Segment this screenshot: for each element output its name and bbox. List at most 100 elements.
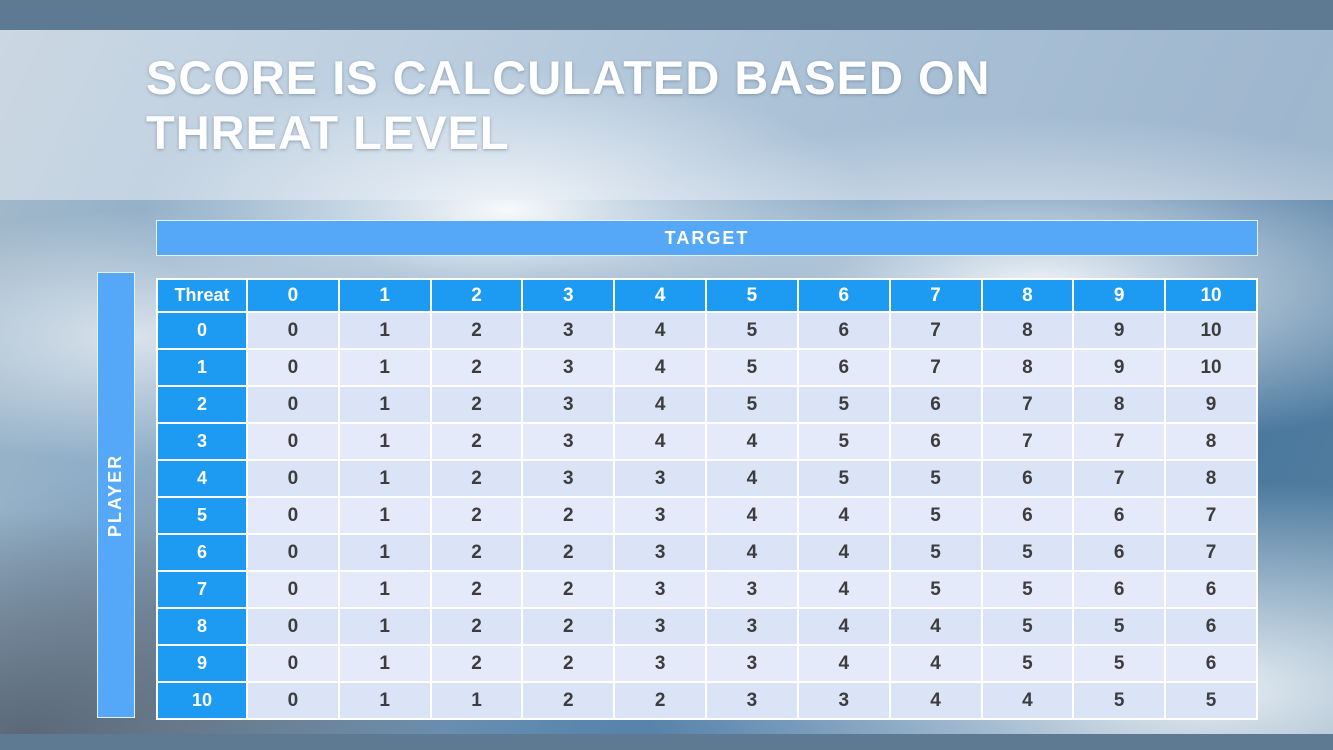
score-cell: 1 [429,681,524,720]
score-cell: 10 [1164,348,1258,387]
score-cell: 7 [1164,533,1258,572]
score-cell: 8 [1164,422,1258,461]
score-cell: 9 [1072,348,1167,387]
score-cell: 5 [796,385,891,424]
score-cell: 2 [429,422,524,461]
column-header: 3 [521,278,616,313]
row-header: 5 [156,496,248,535]
column-header: 4 [613,278,708,313]
score-cell: 4 [796,496,891,535]
score-cell: 2 [429,348,524,387]
score-cell: 0 [246,385,340,424]
score-cell: 8 [1072,385,1167,424]
score-cell: 9 [1072,311,1167,350]
score-cell: 3 [705,570,799,609]
score-cell: 4 [796,570,891,609]
score-cell: 3 [796,681,891,720]
score-cell: 5 [888,533,983,572]
score-cell: 5 [888,459,983,498]
score-cell: 3 [521,311,616,350]
score-cell: 9 [1164,385,1258,424]
score-cell: 2 [521,681,616,720]
score-cell: 4 [613,348,708,387]
table-row: 0 0 1 2 3 4 5 6 7 8 9 10 [156,311,1258,350]
score-cell: 4 [613,385,708,424]
score-cell: 6 [1164,570,1258,609]
score-cell: 6 [1072,570,1167,609]
score-cell: 3 [613,644,708,683]
score-cell: 1 [337,385,432,424]
score-cell: 2 [521,533,616,572]
score-cell: 1 [337,607,432,646]
score-cell: 4 [613,422,708,461]
row-header: 7 [156,570,248,609]
column-header: 10 [1164,278,1258,313]
row-header: 8 [156,607,248,646]
score-cell: 6 [1072,533,1167,572]
score-cell: 2 [429,644,524,683]
column-header: 6 [796,278,891,313]
score-cell: 3 [705,644,799,683]
score-cell: 1 [337,459,432,498]
score-cell: 4 [980,681,1075,720]
score-cell: 2 [429,385,524,424]
score-cell: 0 [246,570,340,609]
score-cell: 5 [980,533,1075,572]
score-cell: 5 [1164,681,1258,720]
score-cell: 3 [521,459,616,498]
score-cell: 2 [429,607,524,646]
table-header-row: Threat 0 1 2 3 4 5 6 7 8 9 10 [156,278,1258,313]
score-cell: 2 [429,570,524,609]
column-header: 5 [705,278,799,313]
score-cell: 2 [521,496,616,535]
slide-title: SCORE IS CALCULATED BASED ON THREAT LEVE… [146,51,991,160]
score-cell: 4 [796,607,891,646]
table-row: 1 0 1 2 3 4 5 6 7 8 9 10 [156,348,1258,387]
score-cell: 2 [429,533,524,572]
score-cell: 3 [613,607,708,646]
target-axis-text: TARGET [664,227,750,248]
score-cell: 3 [521,348,616,387]
score-cell: 1 [337,644,432,683]
score-cell: 1 [337,422,432,461]
score-cell: 7 [1072,422,1167,461]
score-cell: 3 [705,681,799,720]
score-cell: 4 [888,644,983,683]
player-axis-text: PLAYER [105,453,126,537]
score-cell: 4 [705,422,799,461]
score-cell: 3 [521,385,616,424]
row-header: 2 [156,385,248,424]
score-cell: 4 [888,681,983,720]
column-header: 7 [888,278,983,313]
score-cell: 1 [337,681,432,720]
score-table: Threat 0 1 2 3 4 5 6 7 8 9 10 0 0 1 2 3 4 5 6 7 8 9 10 1 0 1 2 3 4 5… [156,278,1258,720]
score-cell: 5 [980,644,1075,683]
score-cell: 2 [521,607,616,646]
score-cell: 0 [246,311,340,350]
score-cell: 0 [246,422,340,461]
score-cell: 5 [705,348,799,387]
score-cell: 3 [613,570,708,609]
score-cell: 7 [980,385,1075,424]
score-cell: 2 [429,496,524,535]
score-cell: 5 [796,459,891,498]
score-cell: 4 [796,644,891,683]
score-cell: 7 [1164,496,1258,535]
score-cell: 5 [888,496,983,535]
score-cell: 6 [1164,644,1258,683]
score-cell: 7 [888,311,983,350]
column-header: 9 [1072,278,1167,313]
score-cell: 5 [796,422,891,461]
score-cell: 2 [429,459,524,498]
score-cell: 3 [613,459,708,498]
score-cell: 0 [246,533,340,572]
score-cell: 0 [246,459,340,498]
score-cell: 1 [337,496,432,535]
score-cell: 6 [980,496,1075,535]
